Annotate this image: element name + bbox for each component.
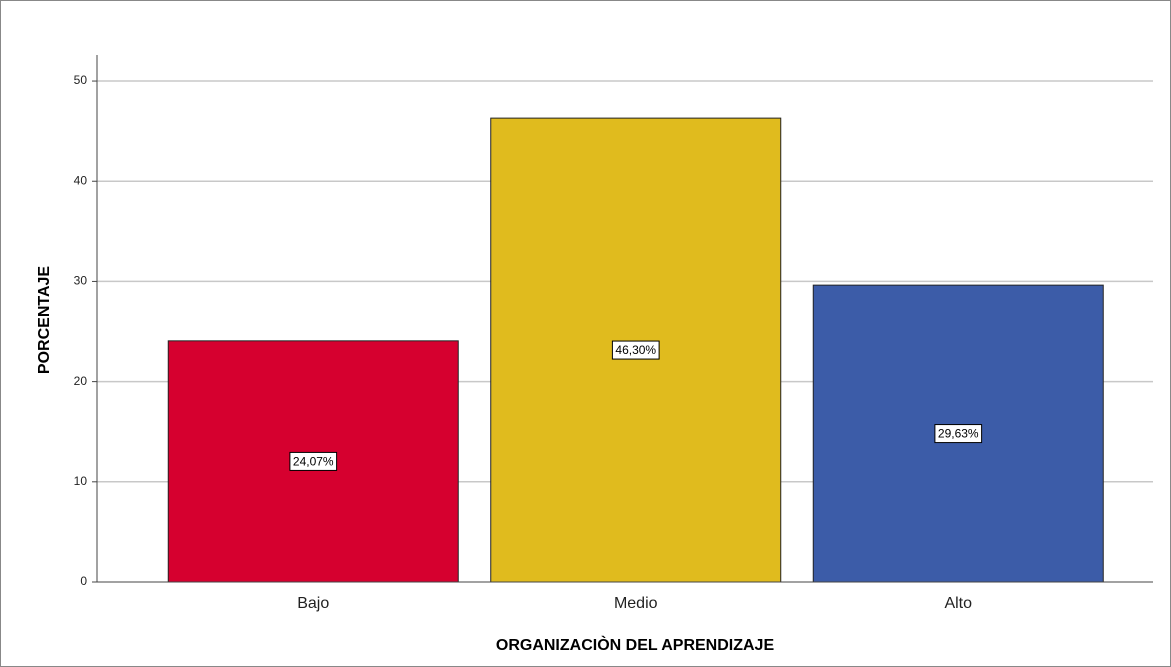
value-label: 29,63% bbox=[938, 427, 979, 441]
value-label-box bbox=[289, 451, 338, 471]
y-tick-label: 50 bbox=[74, 73, 88, 87]
y-tick-label: 0 bbox=[80, 574, 87, 588]
y-tick-label: 10 bbox=[74, 474, 88, 488]
value-label-box bbox=[611, 340, 660, 360]
value-label: 24,07% bbox=[293, 455, 334, 469]
value-label-box bbox=[934, 424, 983, 444]
y-tick-label: 20 bbox=[74, 374, 88, 388]
y-tick-label: 40 bbox=[74, 173, 88, 187]
y-axis-title: PORCENTAJE bbox=[36, 266, 53, 374]
x-tick-label: Bajo bbox=[297, 595, 329, 612]
x-tick-label: Medio bbox=[614, 595, 658, 612]
x-tick-label: Alto bbox=[944, 595, 972, 612]
y-tick-label: 30 bbox=[74, 274, 88, 288]
value-label: 46,30% bbox=[615, 343, 656, 357]
x-axis-title: ORGANIZACIÒN DEL APRENDIZAJE bbox=[496, 635, 775, 654]
